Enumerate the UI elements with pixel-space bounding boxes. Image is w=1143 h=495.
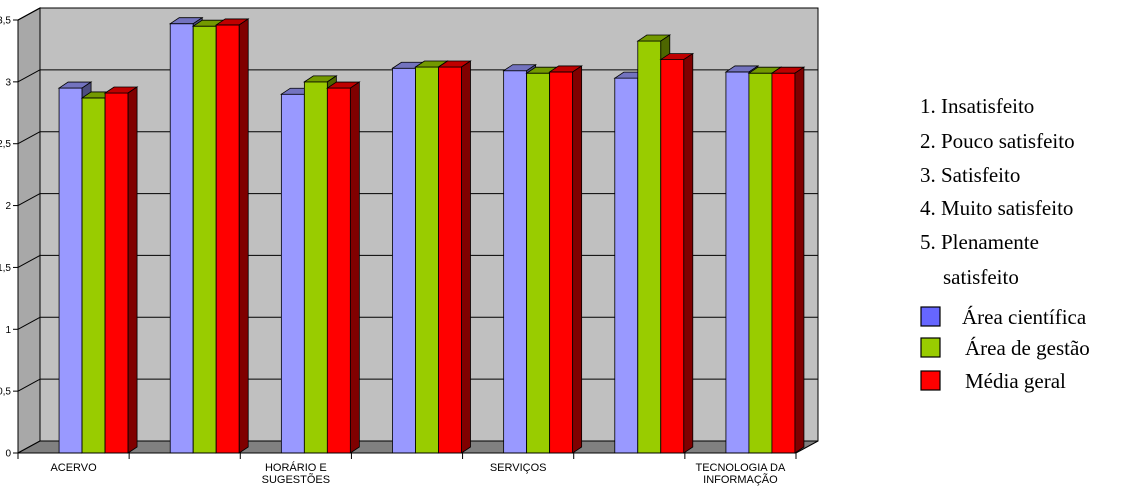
bar (437, 60, 472, 454)
legend-label: Área de gestão (965, 336, 1090, 360)
bar (659, 52, 695, 454)
x-category-label: HORÁRIO E (265, 461, 327, 474)
legend-label: Área científica (962, 305, 1087, 329)
bar-front (526, 72, 551, 454)
bar-side (683, 52, 694, 454)
satisfaction-scale-legend: 1. Insatisfeito 2. Pouco satisfeito 3. Sat… (920, 94, 1075, 289)
bar (214, 18, 250, 454)
bar (103, 86, 139, 454)
gridline-side (17, 131, 41, 145)
bar-front (614, 77, 639, 454)
x-category-label: SERVIÇOS (490, 462, 547, 474)
bar-front (104, 92, 129, 454)
x-category-label: INFORMAÇÃO (703, 473, 778, 486)
y-tick-label: 1 (5, 325, 11, 336)
y-tick-label: 3,5 (0, 16, 11, 27)
bar-front (280, 93, 305, 454)
plot-area: 0 0,5 1 1,5 2 2,5 3 3,5 ACERVO HORÁRIO ESUGESTÕES… (0, 7, 819, 486)
plot-side-wall (17, 7, 41, 454)
gridline-side (17, 316, 41, 330)
scale-legend-item: 3. Satisfeito (920, 163, 1020, 187)
gridline-side (17, 7, 41, 21)
bar-front (503, 70, 528, 454)
bar-front (303, 81, 328, 454)
bar (326, 81, 361, 454)
bar-front (169, 23, 194, 454)
x-category-label: SUGESTÕES (262, 473, 330, 486)
y-tick-label: 0 (5, 449, 11, 460)
bar-front (326, 87, 351, 454)
legend-swatch (920, 306, 941, 327)
legend-label: Média geral (965, 369, 1066, 393)
gridline-side (17, 378, 41, 392)
bar-front (58, 87, 83, 454)
y-tick-label: 0,5 (0, 387, 11, 398)
bar (548, 65, 583, 454)
bar-front (438, 66, 462, 454)
scale-legend-item: 2. Pouco satisfeito (920, 129, 1075, 153)
scale-legend-item: 4. Muito satisfeito (920, 196, 1073, 220)
y-tick-label: 3 (5, 77, 11, 88)
bar-front (392, 67, 416, 454)
bar-side (461, 60, 471, 454)
bar-front (215, 24, 240, 454)
scale-legend-item: 1. Insatisfeito (920, 94, 1034, 118)
gridline-side (17, 254, 41, 268)
scale-legend-item: 5. Plenamente (920, 230, 1039, 254)
bar-front (660, 59, 685, 454)
x-category-label: ACERVO (50, 462, 97, 474)
bar (770, 66, 806, 454)
gridline-side (17, 193, 41, 207)
scale-legend-item: satisfeito (943, 265, 1019, 289)
legend-swatch (920, 370, 941, 391)
bar-side (572, 65, 583, 454)
y-tick-label: 1,5 (0, 263, 11, 274)
bar-front (771, 72, 796, 454)
bar-front (81, 97, 106, 454)
y-tick-label: 2 (5, 201, 11, 212)
bar-side (127, 86, 138, 454)
series-legend: Área científica Área de gestão Média geral (920, 305, 1090, 393)
bar-front (748, 72, 773, 454)
legend-swatch (920, 337, 941, 358)
bar-front (415, 66, 439, 454)
y-tick-label: 2,5 (0, 139, 11, 150)
bar-front (637, 40, 662, 454)
bar-side (349, 81, 360, 454)
bar-front (549, 71, 574, 454)
bar-side (238, 18, 249, 454)
bar-front (725, 71, 750, 454)
bar-side (794, 66, 805, 454)
gridline-side (17, 69, 41, 83)
bar-front (192, 25, 217, 454)
x-category-label: TECNOLOGIA DA (695, 462, 786, 474)
